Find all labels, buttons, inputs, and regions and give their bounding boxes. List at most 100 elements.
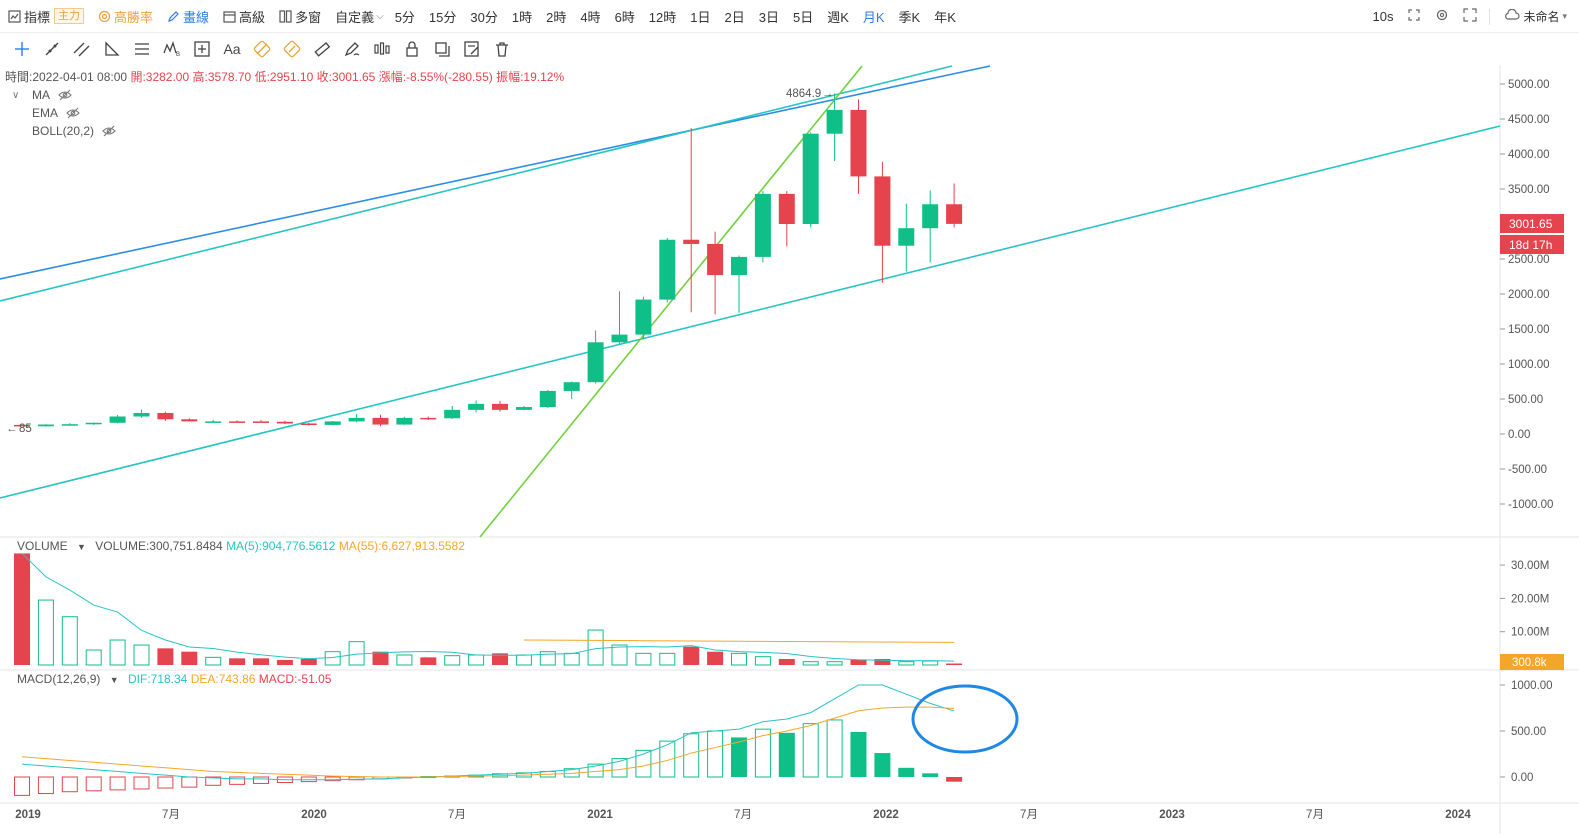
advanced-button[interactable]: 高級 <box>223 0 265 33</box>
time-tick-label: 2020 <box>301 809 327 821</box>
gann-tool[interactable] <box>278 36 306 62</box>
indicator-row[interactable]: EMA <box>12 104 116 122</box>
period-8[interactable]: 1日 <box>690 9 711 25</box>
candle <box>109 415 126 424</box>
trendline-green[interactable] <box>479 65 863 538</box>
chevron-down-icon[interactable]: ∨ <box>12 89 20 101</box>
text-tool[interactable]: Aa <box>218 36 246 62</box>
eye-hidden-icon[interactable] <box>58 89 72 101</box>
pattern-tool[interactable] <box>368 36 396 62</box>
period-3[interactable]: 1時 <box>511 9 533 25</box>
eye-hidden-icon[interactable] <box>66 107 80 119</box>
volume-bar <box>778 659 795 665</box>
price-axis: 5000.004500.004000.003500.003000.002500.… <box>1500 79 1553 511</box>
trendline-teal-lower[interactable] <box>0 125 1501 499</box>
fib-tool[interactable] <box>248 36 276 62</box>
candle-body <box>229 421 246 423</box>
annotation-circle[interactable] <box>911 684 1019 754</box>
delete-tool[interactable] <box>488 36 516 62</box>
period-13[interactable]: 月K <box>862 9 885 25</box>
ohlc-high: 高:3578.70 <box>192 70 252 84</box>
time-tick-label: 7月 <box>448 809 466 821</box>
candle-body <box>492 403 508 410</box>
period-10[interactable]: 3日 <box>758 9 779 25</box>
period-12[interactable]: 週K <box>827 9 849 25</box>
brush-tool[interactable] <box>338 36 366 62</box>
screenshot-button[interactable] <box>1407 0 1421 33</box>
candle <box>874 161 891 283</box>
volume-title[interactable]: VOLUME <box>17 539 68 553</box>
lock-tool[interactable] <box>398 36 426 62</box>
volume-bar <box>539 651 556 666</box>
copy-tool[interactable] <box>428 36 456 62</box>
period-6[interactable]: 6時 <box>614 9 635 25</box>
screenshot-icon <box>1407 8 1421 25</box>
high-label: 4864.9 <box>786 88 821 100</box>
ruler-tool[interactable] <box>308 36 336 62</box>
countdown-text: 18d 17h <box>1509 238 1552 252</box>
wave-tool[interactable]: B <box>158 36 186 62</box>
horizontal-lines-tool[interactable] <box>128 36 156 62</box>
macd-axis: 1000.00 500.00 0.00 <box>1500 680 1553 784</box>
measure-tool[interactable] <box>188 36 216 62</box>
parallel-channel-tool[interactable] <box>68 36 96 62</box>
period-15[interactable]: 年K <box>934 9 956 25</box>
edit-tool[interactable] <box>458 36 486 62</box>
period-9[interactable]: 2日 <box>724 9 745 25</box>
time-tick-label: 7月 <box>1020 809 1038 821</box>
candle-body <box>731 256 747 276</box>
period-11[interactable]: 5日 <box>792 9 814 25</box>
volume-bar <box>683 646 700 665</box>
period-2[interactable]: 30分 <box>470 9 498 25</box>
chart-area[interactable]: 5000.004500.004000.003500.003000.002500.… <box>0 65 1579 834</box>
fullscreen-button[interactable] <box>1463 0 1478 33</box>
indicator-row[interactable]: BOLL(20,2) <box>12 122 116 140</box>
macd-bar <box>826 719 843 778</box>
ohlc-amplitude: 振幅:19.12% <box>496 70 565 84</box>
crosshair-tool[interactable] <box>8 36 36 62</box>
indicator-label: BOLL(20,2) <box>32 124 95 138</box>
triangle-icon <box>105 41 120 56</box>
volume-bar <box>229 658 246 665</box>
period-1[interactable]: 15分 <box>428 9 457 25</box>
refresh-interval[interactable]: 10s <box>1372 0 1393 33</box>
price-tick-label: 3500.00 <box>1508 184 1550 196</box>
triangle-tool[interactable] <box>98 36 126 62</box>
draw-button[interactable]: 畫線 <box>167 0 209 33</box>
period-14[interactable]: 季K <box>898 9 921 25</box>
period-0[interactable]: 5分 <box>394 9 415 25</box>
measure-icon <box>194 41 210 57</box>
candle <box>754 191 771 263</box>
chevron-down-icon[interactable]: ▼ <box>77 542 86 552</box>
period-5[interactable]: 4時 <box>580 9 601 25</box>
macd-title[interactable]: MACD(12,26,9) <box>17 672 101 686</box>
trendline-blue[interactable] <box>0 65 991 280</box>
volume-ma5-line <box>21 553 955 662</box>
trendline-teal-upper[interactable] <box>0 65 953 302</box>
win-rate-button[interactable]: 高勝率 <box>98 0 153 33</box>
volume-bar <box>635 652 652 666</box>
candle-body <box>348 417 365 422</box>
macd-dea: DEA:743.86 <box>190 672 256 686</box>
period-4[interactable]: 2時 <box>546 9 567 25</box>
cloud-save-button[interactable]: 未命名 ▾ <box>1504 0 1567 33</box>
chevron-down-icon[interactable]: ▼ <box>109 675 119 685</box>
multi-window-button[interactable]: 多窗 <box>279 0 321 33</box>
main-tag: 主力 <box>54 8 85 24</box>
candle <box>348 414 365 423</box>
period-7[interactable]: 12時 <box>648 9 677 25</box>
volume-tick-label: 10.00M <box>1511 627 1549 639</box>
price-tick-label: 2500.00 <box>1508 254 1550 266</box>
volume-bar <box>348 641 365 666</box>
macd-bar <box>946 777 963 782</box>
indicator-button[interactable]: 指標 主力 <box>8 0 85 33</box>
indicator-row[interactable]: ∨ MA <box>12 86 116 104</box>
candlesticks[interactable] <box>14 93 963 427</box>
candle <box>85 422 102 425</box>
settings-button[interactable] <box>1435 0 1449 33</box>
custom-dropdown[interactable]: 自定義 ⌵ <box>335 0 384 33</box>
trendlines[interactable] <box>0 65 1501 538</box>
eye-hidden-icon[interactable] <box>102 125 116 137</box>
trend-line-tool[interactable] <box>38 36 66 62</box>
candle-body <box>826 109 843 134</box>
